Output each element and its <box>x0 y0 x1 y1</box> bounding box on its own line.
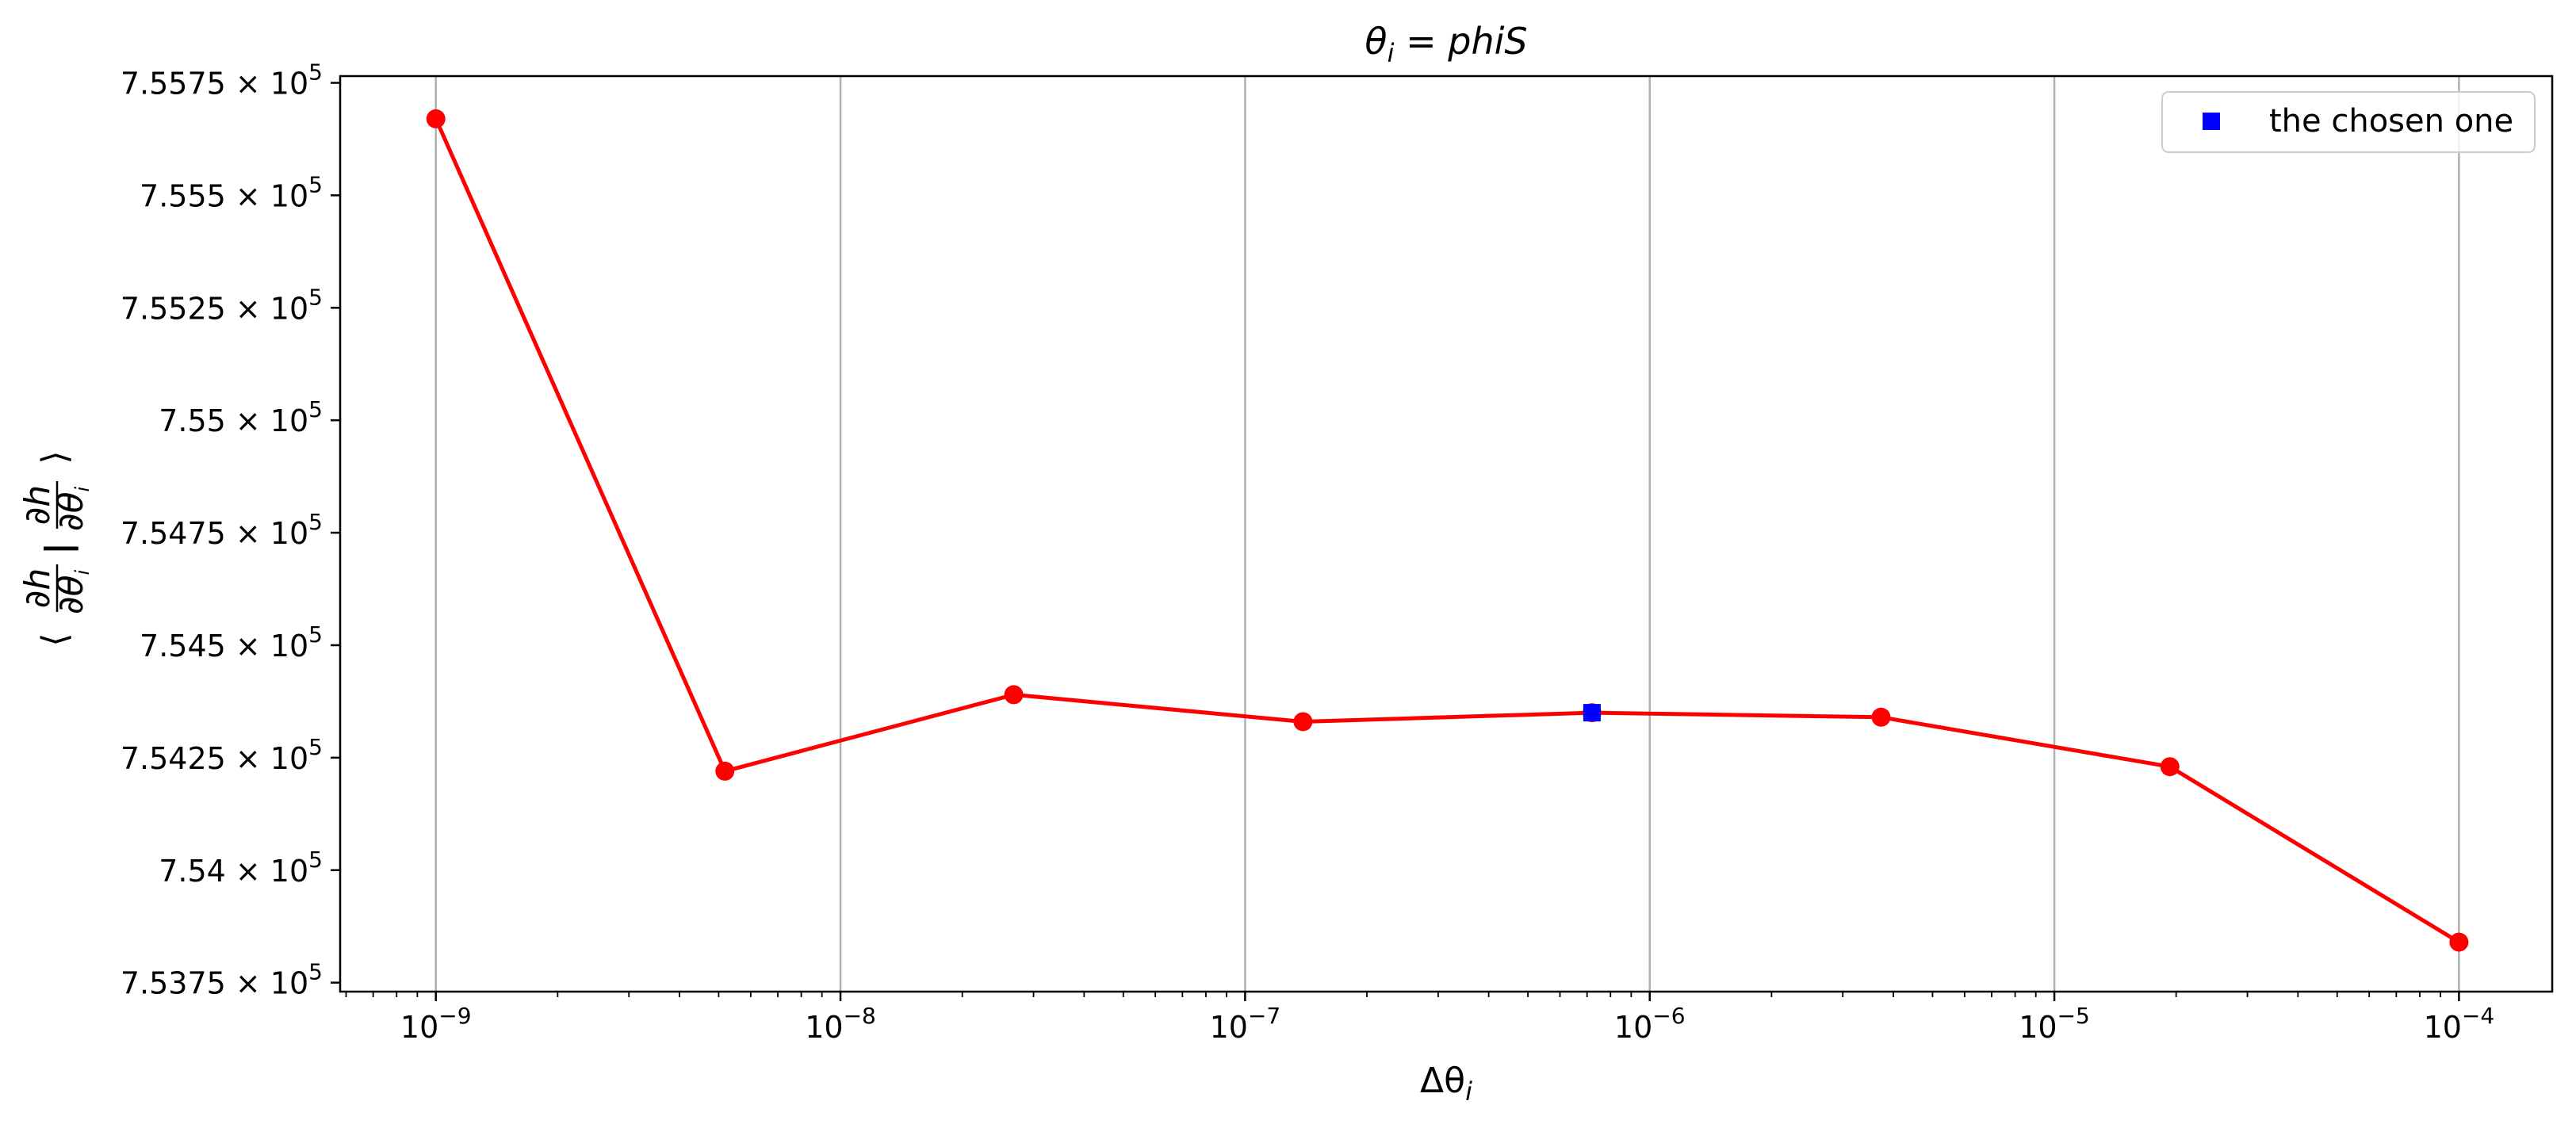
y-label-frac1-denominator: ∂θi <box>51 570 94 615</box>
y-tick-label: 7.5475 × 105 <box>121 509 323 551</box>
chosen-point-marker <box>1583 704 1601 722</box>
x-label-subscript: i <box>1465 1076 1472 1107</box>
y-tick-label: 7.5525 × 105 <box>121 284 323 326</box>
data-point <box>1004 685 1024 705</box>
title-theta: θ <box>1365 20 1387 63</box>
y-label-separator: | <box>38 542 78 555</box>
x-tick-label: 10−5 <box>2019 1003 2090 1045</box>
x-axis-label: Δθi <box>1420 1061 1472 1107</box>
x-tick-label: 10−9 <box>400 1003 472 1045</box>
grid <box>434 76 2460 992</box>
legend: the chosen one <box>2161 91 2536 153</box>
x-tick-label: 10−6 <box>1614 1003 1686 1045</box>
data-point <box>2449 932 2469 952</box>
y-tick-label: 7.54 × 105 <box>159 847 323 889</box>
y-tick-label: 7.555 × 105 <box>140 171 323 213</box>
y-tick-label: 7.5425 × 105 <box>121 734 323 776</box>
y-tick-label: 7.5375 × 105 <box>121 959 323 1001</box>
data-point <box>1871 707 1891 727</box>
legend-label: the chosen one <box>2269 103 2513 140</box>
series-layer <box>426 109 2469 952</box>
y-label-frac2-numerator: ∂h <box>17 485 58 526</box>
y-tick-label: 7.545 × 105 <box>140 621 323 663</box>
y-label-frac1-numerator: ∂h <box>17 568 58 609</box>
chart-title: θi = phiS <box>1365 20 1527 68</box>
x-tick-label: 10−4 <box>2424 1003 2495 1045</box>
y-label-frac2-denominator: ∂θi <box>51 487 94 532</box>
x-tick-label: 10−7 <box>1210 1003 1281 1045</box>
y-label-frac2-subscript: i <box>71 487 94 492</box>
y-axis: 7.5375 × 105 7.54 × 105 7.5425 × 105 7.545 … <box>121 59 340 1001</box>
data-point <box>715 761 735 781</box>
data-point <box>426 109 446 128</box>
legend-marker-square <box>2203 113 2220 130</box>
y-label-open-bracket: ⟨ <box>35 633 75 646</box>
x-label-main: Δθ <box>1420 1061 1465 1101</box>
title-subscript: i <box>1388 38 1395 68</box>
plot-frame <box>339 75 2554 993</box>
x-tick-label: 10−8 <box>805 1003 876 1045</box>
y-tick-label: 7.55 × 105 <box>159 396 323 438</box>
data-point <box>1293 712 1313 732</box>
y-label-close-bracket: ⟩ <box>35 450 75 464</box>
title-rest: = phiS <box>1394 20 1527 63</box>
y-axis-label: ⟨ ∂h ∂θi | ∂h ∂θi ⟩ <box>17 450 94 646</box>
series-line <box>434 117 2460 944</box>
y-tick-label: 7.5575 × 105 <box>121 59 323 101</box>
legend-box <box>2161 91 2536 153</box>
data-point <box>2160 757 2180 777</box>
y-label-frac1-subscript: i <box>71 570 94 575</box>
x-axis: 10−9 10−8 10−7 10−6 10−5 10−4 <box>400 992 2494 1045</box>
